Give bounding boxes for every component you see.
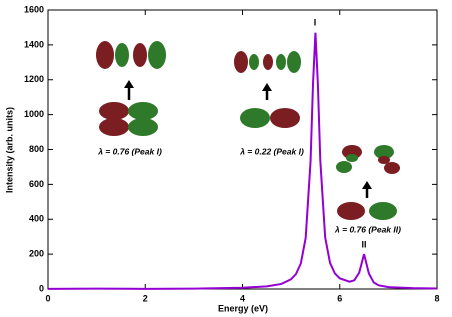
y-tick-label: 800: [29, 144, 44, 154]
y-tick-label: 1000: [24, 109, 44, 119]
y-tick-label: 400: [29, 214, 44, 224]
orbital-caption: λ = 0.76 (Peak I): [97, 146, 162, 156]
x-tick-label: 4: [240, 293, 245, 303]
orbital-caption: λ = 0.76 (Peak II): [334, 224, 401, 234]
x-axis-label: Energy (eV): [218, 303, 268, 313]
x-tick-label: 8: [434, 293, 439, 303]
y-tick-label: 1400: [24, 39, 44, 49]
x-tick-label: 0: [45, 293, 50, 303]
peak-label: II: [361, 239, 366, 249]
orbital-caption: λ = 0.22 (Peak I): [239, 146, 304, 156]
y-tick-label: 600: [29, 179, 44, 189]
x-tick-label: 2: [143, 293, 148, 303]
spectrum-line: [47, 32, 438, 290]
y-tick-label: 1600: [24, 4, 44, 14]
x-tick-label: 6: [337, 293, 342, 303]
peak-label: I: [314, 17, 317, 27]
y-axis-label: Intensity (arb. units): [4, 107, 14, 193]
y-tick-label: 200: [29, 249, 44, 259]
y-tick-label: 1200: [24, 74, 44, 84]
y-tick-label: 0: [39, 283, 44, 293]
orbital-images: [96, 41, 400, 220]
